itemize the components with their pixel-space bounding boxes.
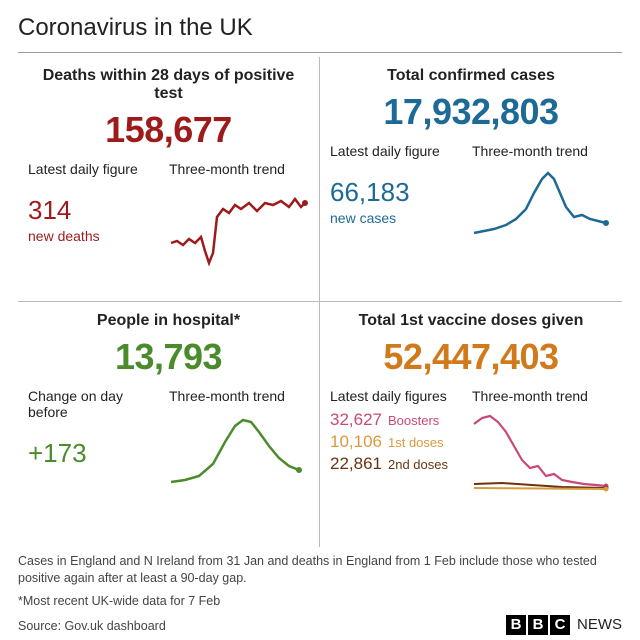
vaccines-trend-label: Three-month trend [472,388,612,404]
bbc-logo: B B C NEWS [506,615,622,635]
panel-deaths-title: Deaths within 28 days of positive test [28,67,309,103]
cases-sparkline [472,165,612,255]
hospital-trend-endpoint [296,467,302,473]
bbc-b2: B [528,615,548,635]
panel-cases: Total confirmed cases 17,932,803 Latest … [320,57,622,302]
hospital-sparkline [169,410,309,500]
vax-second-value: 22,861 [330,454,382,474]
vax-boosters-label: Boosters [388,413,439,428]
panel-deaths: Deaths within 28 days of positive test 1… [18,57,320,302]
vax-first-value: 10,106 [330,432,382,452]
footnote-1: Cases in England and N Ireland from 31 J… [18,553,622,587]
vaccines-daily-label: Latest daily figures [330,388,464,404]
cases-trend-endpoint [603,220,609,226]
panel-hospital: People in hospital* 13,793 Change on day… [18,302,320,547]
vax-first-label: 1st doses [388,435,444,450]
vax-boosters-value: 32,627 [330,410,382,430]
deaths-trend-label: Three-month trend [169,161,309,177]
deaths-trend-endpoint [302,200,308,206]
deaths-daily-caption: new deaths [28,228,161,244]
vaccines-sparkline [472,410,612,500]
cases-trend-label: Three-month trend [472,143,612,159]
panel-vaccines-title: Total 1st vaccine doses given [330,312,612,330]
hospital-trend-label: Three-month trend [169,388,309,404]
panel-vaccines: Total 1st vaccine doses given 52,447,403… [320,302,622,547]
deaths-sparkline [169,183,309,273]
cases-daily-caption: new cases [330,210,464,226]
hospital-change-value: +173 [28,438,161,469]
panel-grid: Deaths within 28 days of positive test 1… [18,57,622,547]
deaths-daily-value: 314 [28,195,161,226]
cases-daily-value: 66,183 [330,177,464,208]
panel-hospital-title: People in hospital* [28,312,309,330]
vax-second-label: 2nd doses [388,457,448,472]
deaths-daily-label: Latest daily figure [28,161,161,177]
hospital-total: 13,793 [28,336,309,378]
bbc-b1: B [506,615,526,635]
cases-total: 17,932,803 [330,91,612,133]
footnote-2: *Most recent UK-wide data for 7 Feb [18,593,622,610]
hospital-change-label: Change on day before [28,388,161,420]
source-line: Source: Gov.uk dashboard [18,618,166,635]
page-title: Coronavirus in the UK [18,14,622,53]
panel-cases-title: Total confirmed cases [330,67,612,85]
vax-first-endpoint [604,487,609,492]
deaths-total: 158,677 [28,109,309,151]
bbc-c: C [550,615,570,635]
vaccines-total: 52,447,403 [330,336,612,378]
cases-daily-label: Latest daily figure [330,143,464,159]
bbc-news-text: NEWS [577,616,622,633]
